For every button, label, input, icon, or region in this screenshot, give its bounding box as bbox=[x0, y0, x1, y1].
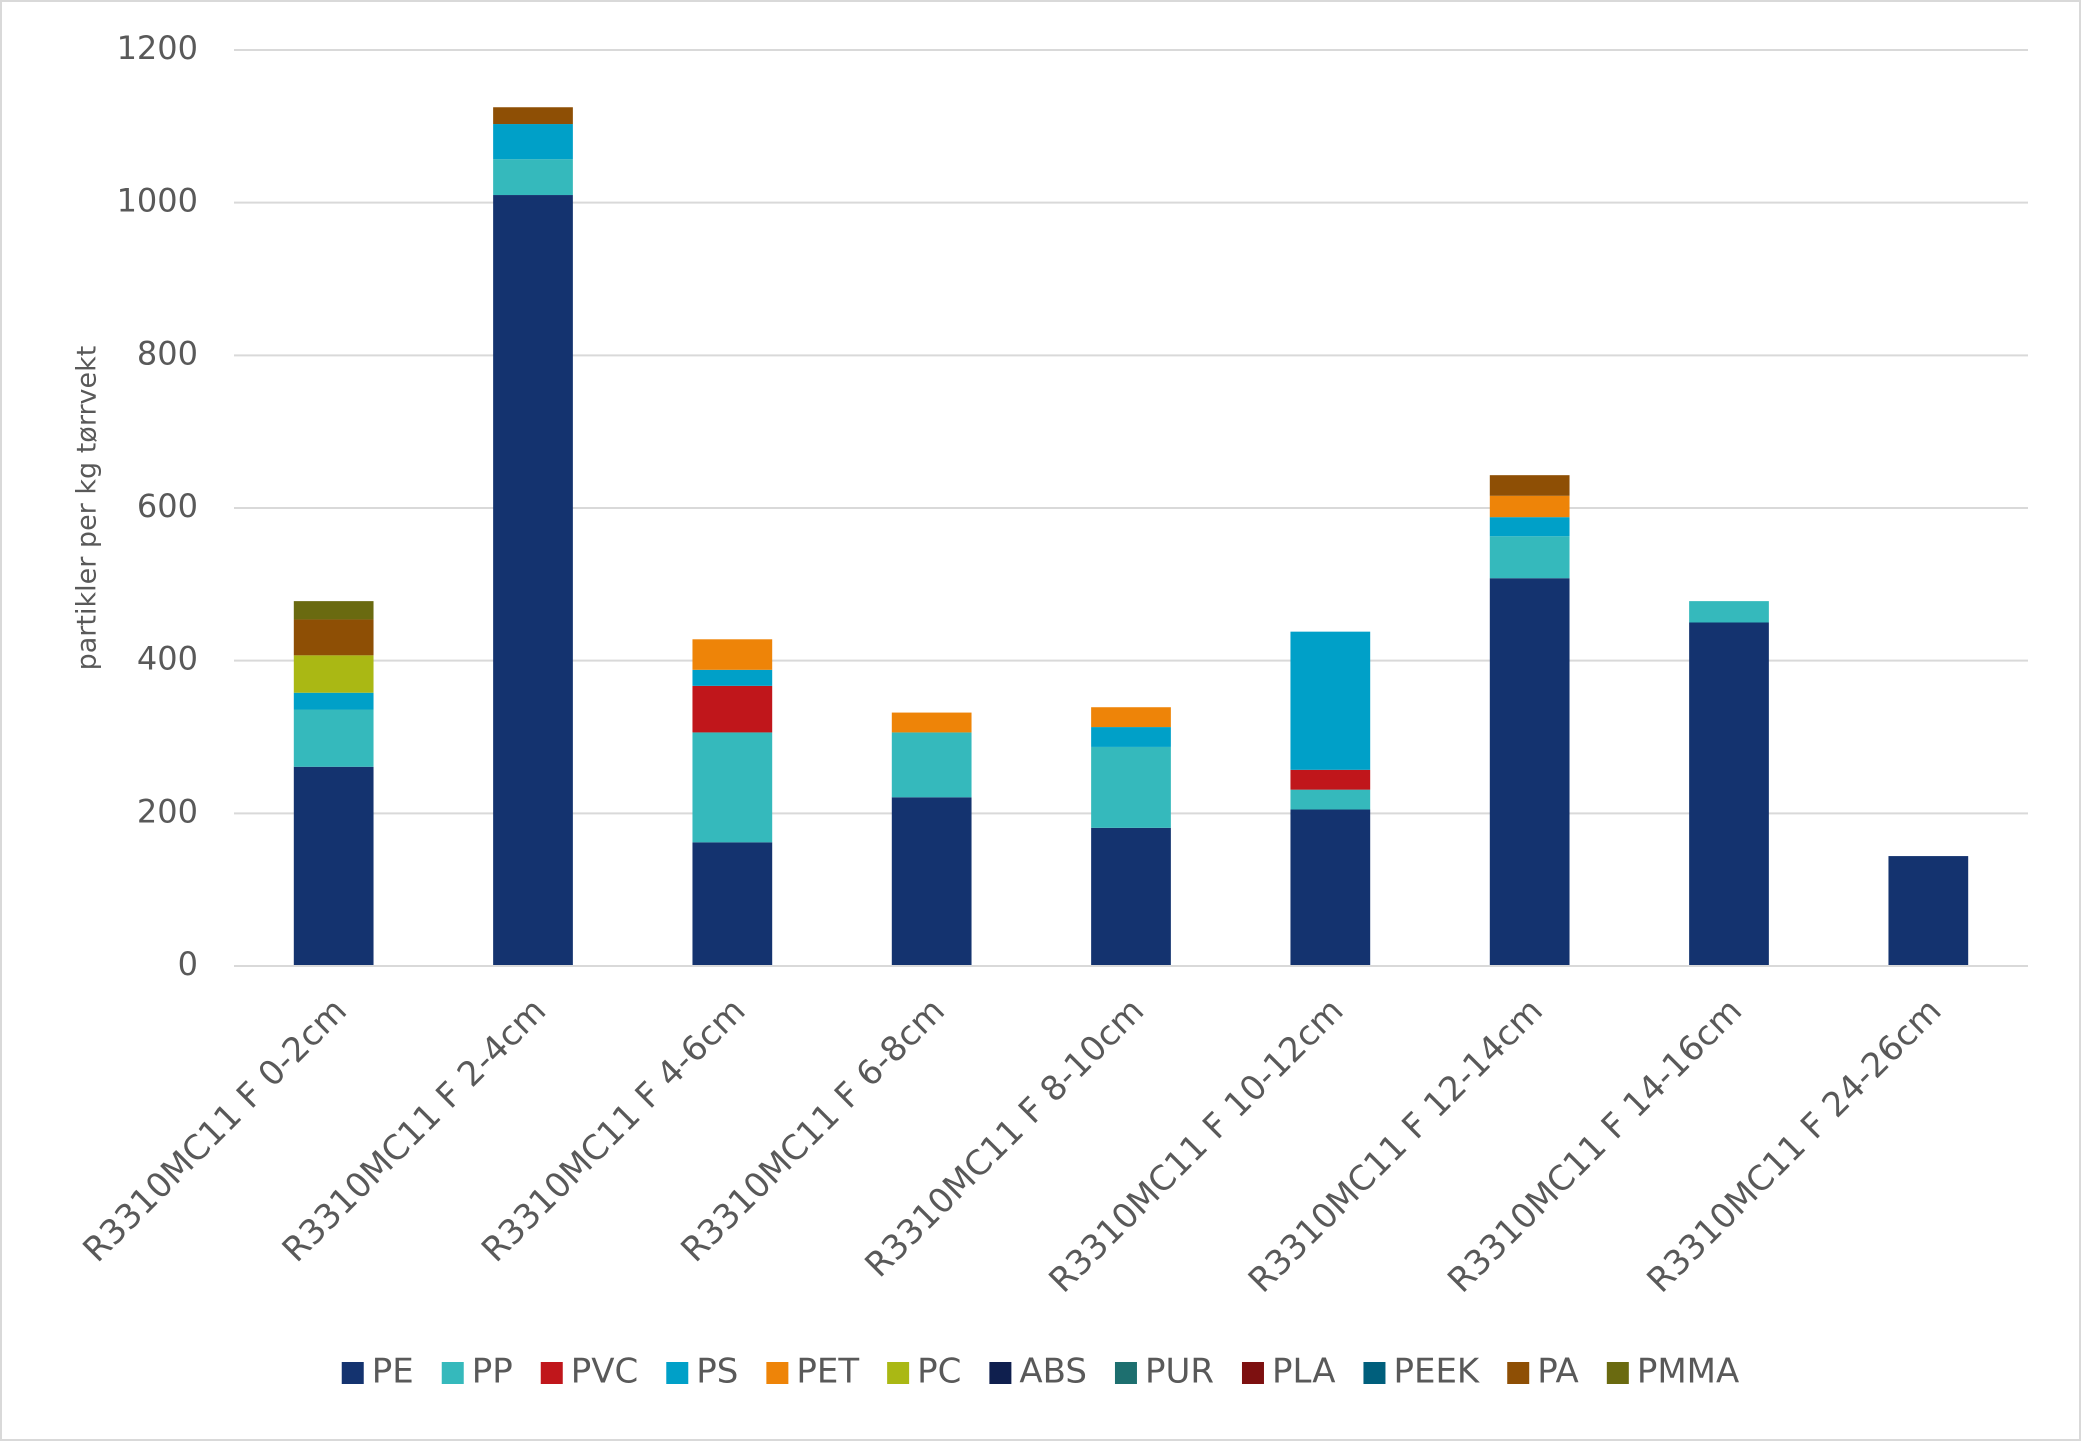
bar-segment bbox=[293, 655, 374, 693]
bar-segment bbox=[891, 797, 972, 966]
bar-segment bbox=[493, 159, 573, 196]
legend-swatch bbox=[887, 1362, 910, 1384]
y-tick-label: 400 bbox=[137, 640, 198, 678]
bar-segment bbox=[293, 692, 374, 710]
bar-segment bbox=[293, 619, 374, 656]
legend-swatch bbox=[441, 1362, 464, 1384]
legend-swatch bbox=[1363, 1362, 1386, 1384]
bar-segment bbox=[493, 124, 573, 160]
legend-label: PVC bbox=[571, 1352, 639, 1392]
y-tick-label: 600 bbox=[137, 487, 198, 525]
bar-segment bbox=[1489, 475, 1570, 496]
bar-segment bbox=[1489, 495, 1570, 518]
bar-segment bbox=[293, 709, 374, 767]
legend-label: PUR bbox=[1145, 1352, 1214, 1392]
legend-swatch bbox=[1507, 1362, 1530, 1384]
bar-segment bbox=[1489, 578, 1570, 966]
legend-swatch bbox=[540, 1362, 563, 1384]
legend-swatch bbox=[1241, 1362, 1264, 1384]
legend-label: PEEK bbox=[1393, 1352, 1480, 1392]
legend-label: PA bbox=[1537, 1352, 1579, 1392]
bar-segment bbox=[1489, 517, 1570, 537]
bar-segment bbox=[1091, 707, 1171, 728]
bar-segment bbox=[1091, 727, 1171, 747]
y-axis-title: partikler per kg tørrvekt bbox=[72, 346, 103, 671]
bar-segment bbox=[692, 842, 773, 966]
bar-segment bbox=[493, 195, 573, 967]
legend-label: PLA bbox=[1272, 1352, 1335, 1392]
legend-swatch bbox=[766, 1362, 789, 1384]
bar-segment bbox=[891, 712, 972, 733]
legend-label: ABS bbox=[1019, 1352, 1087, 1392]
y-tick-label: 200 bbox=[137, 792, 198, 830]
bar-segment bbox=[1091, 746, 1171, 828]
bar-segment bbox=[692, 639, 773, 670]
y-tick-label: 0 bbox=[178, 945, 198, 983]
bar-segment bbox=[493, 107, 573, 125]
legend-label: PP bbox=[472, 1352, 513, 1392]
y-tick-label: 1000 bbox=[117, 182, 198, 220]
legend-label: PMMA bbox=[1637, 1352, 1739, 1392]
bar-segment bbox=[1290, 769, 1371, 790]
bar-segment bbox=[891, 732, 972, 798]
bar-segment bbox=[692, 669, 773, 686]
bar-segment bbox=[1489, 536, 1570, 579]
legend-label: PC bbox=[917, 1352, 961, 1392]
bar-segment bbox=[1689, 622, 1769, 966]
bar-segment bbox=[1290, 789, 1371, 810]
legend-label: PE bbox=[372, 1352, 414, 1392]
y-tick-label: 800 bbox=[137, 334, 198, 372]
bar-segment bbox=[1689, 601, 1769, 623]
legend-swatch bbox=[341, 1362, 364, 1384]
y-tick-label: 1200 bbox=[117, 29, 198, 67]
legend-swatch bbox=[989, 1362, 1012, 1384]
legend-swatch bbox=[1114, 1362, 1137, 1384]
bar-segment bbox=[1290, 809, 1371, 966]
bar-segment bbox=[692, 732, 773, 843]
bar-segment bbox=[1290, 631, 1371, 770]
legend-swatch bbox=[1606, 1362, 1629, 1384]
bar-segment bbox=[293, 601, 374, 620]
legend-label: PS bbox=[696, 1352, 738, 1392]
bar-segment bbox=[692, 685, 773, 733]
legend-swatch bbox=[666, 1362, 689, 1384]
bar-segment bbox=[1091, 827, 1171, 966]
legend-label: PET bbox=[796, 1352, 859, 1392]
bar-segment bbox=[293, 766, 374, 966]
bar-segment bbox=[1888, 856, 1969, 966]
